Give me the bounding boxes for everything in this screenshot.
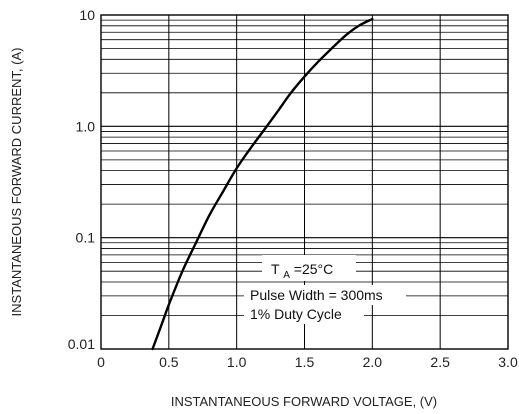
x-tick-label: 0 xyxy=(97,354,105,370)
tick-labels: 0 0.5 1.0 1.5 2.0 2.5 3.0 0.01 0.1 1.0 10 xyxy=(68,7,518,370)
annotation-background-duty xyxy=(244,304,364,324)
y-tick-label: 0.1 xyxy=(76,230,96,246)
annotation-ta-sub: A xyxy=(283,270,290,281)
x-tick-label: 1.0 xyxy=(227,354,247,370)
plot-frame xyxy=(100,14,509,350)
x-tick-label: 3.0 xyxy=(498,354,518,370)
curve-group xyxy=(151,17,374,351)
y-axis-title: INSTANTANEOUS FORWARD CURRENT, (A) xyxy=(9,48,24,317)
x-tick-label: 0.5 xyxy=(159,354,179,370)
x-tick-label: 2.0 xyxy=(363,354,383,370)
series-line-0 xyxy=(151,17,374,351)
annotation-ta-rest: =25°C xyxy=(294,261,333,277)
annotation-group: T A =25°C Pulse Width = 300ms 1% Duty Cy… xyxy=(244,255,406,324)
x-axis-title: INSTANTANEOUS FORWARD VOLTAGE, (V) xyxy=(171,394,437,409)
annotation-background-pulse xyxy=(244,285,406,305)
x-tick-label: 2.5 xyxy=(430,354,450,370)
annotation-pulse: Pulse Width = 300ms xyxy=(250,287,383,303)
annotation-duty: 1% Duty Cycle xyxy=(250,306,342,322)
annotation-background-ta xyxy=(262,255,356,281)
x-tick-label: 1.5 xyxy=(295,354,315,370)
y-tick-label: 0.01 xyxy=(68,336,95,352)
y-tick-label: 10 xyxy=(79,7,95,23)
annotation-ta: T A =25°C xyxy=(271,261,333,281)
y-tick-label: 1.0 xyxy=(76,118,96,134)
annotation-ta-main: T xyxy=(271,261,280,277)
